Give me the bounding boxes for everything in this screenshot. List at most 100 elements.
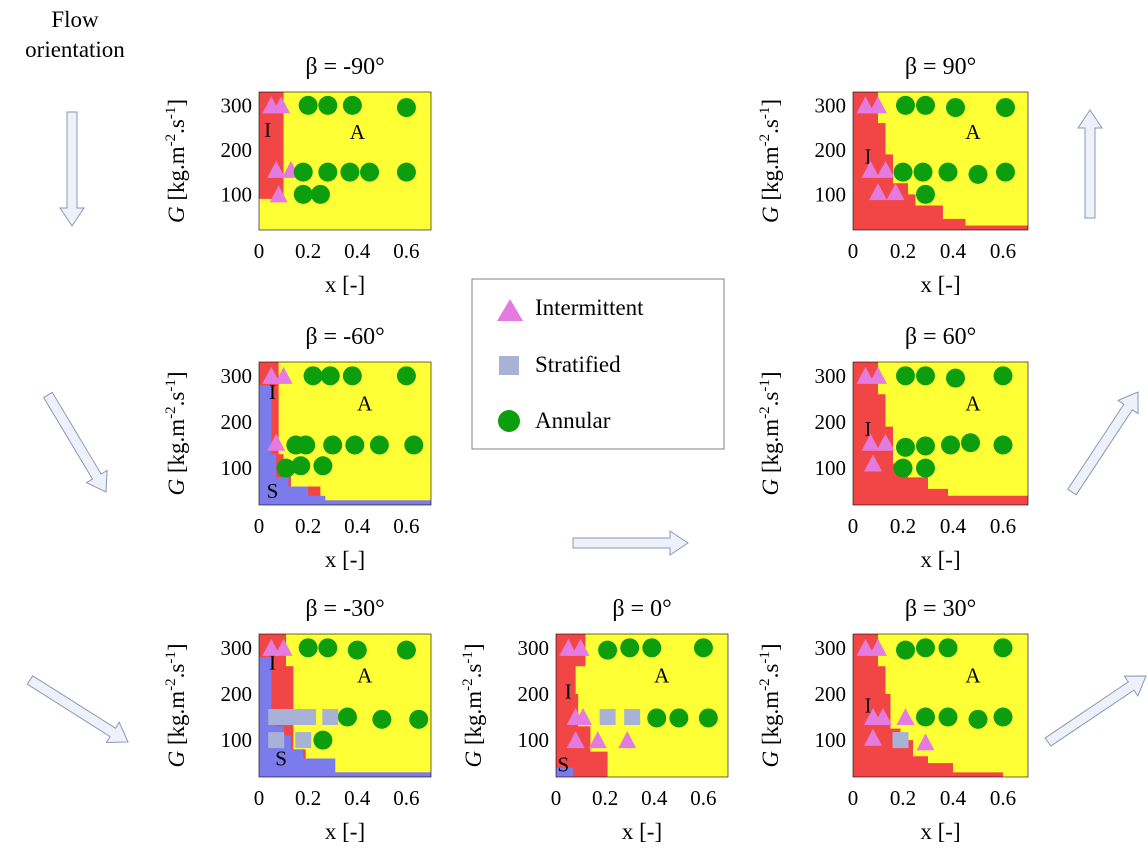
region-label-a: A [350,120,366,144]
y-tick-label: 300 [221,93,253,117]
flow-arrow-icon [1077,109,1103,219]
annular-point [896,95,915,115]
x-tick-label: 0 [254,514,265,538]
annular-point [298,95,318,115]
annular-point [996,98,1015,118]
y-tick-label: 200 [815,682,847,706]
intermittent-point [571,638,590,656]
intermittent-point [262,638,281,656]
annular-point [347,640,367,660]
stratified-point [285,709,302,726]
plot-frame [555,633,729,778]
region-label-i: I [865,145,872,169]
chart-panel-30: I A Sβ = -30° 0 0.2 0.4 0.6 100 200 300 x [-] G [kg… [163,596,432,844]
x-tick-label: 0.4 [940,786,967,810]
intermittent-point [896,708,915,726]
panel-title: β = -90° [305,54,384,80]
stratified-region [556,767,574,777]
annular-point [372,709,392,729]
panel-title: β = -60° [305,324,384,350]
x-tick-label: 0.2 [592,786,618,810]
annular-point [896,640,915,660]
intermittent-point [869,96,887,114]
flow-arrow-icon [26,675,129,744]
plot-frame [258,361,432,506]
annular-point [396,98,416,118]
annular-point [993,366,1013,386]
y-axis-label: G [kg.m-2.s-1] [757,371,783,495]
x-tick-label: 0.6 [990,514,1016,538]
annular-point [337,707,357,727]
flow-direction-arrows [26,109,1147,747]
annular-point [693,638,713,658]
annular-point [293,184,313,204]
intermittent-point [869,638,887,656]
intermittent-point [267,160,286,178]
annular-point [320,366,340,386]
annular-point [318,95,338,115]
annular-point [396,366,416,386]
annular-point [323,435,343,455]
x-axis-label: x [-] [325,272,365,297]
stratified-region [259,385,431,505]
intermittent-point [869,183,887,201]
annular-point [404,435,424,455]
annular-point [298,638,318,658]
stratified-point [300,709,317,726]
stratified-point [322,709,339,726]
y-tick-label: 300 [815,636,847,660]
y-tick-label: 100 [815,728,847,752]
annular-point [916,366,935,386]
x-tick-label: 0.4 [344,514,371,538]
y-tick-label: 100 [221,728,253,752]
x-tick-label: 0 [848,514,859,538]
region-label-i: I [865,694,872,718]
annular-point [318,638,338,658]
x-tick-label: 0 [254,786,265,810]
intermittent-point [916,733,935,751]
intermittent-point [574,708,593,726]
y-tick-label: 100 [518,728,550,752]
region-label-s: S [558,753,570,777]
annular-point [913,162,933,182]
y-tick-label: 100 [815,456,847,480]
x-tick-label: 0 [848,239,859,263]
annular-point [598,640,618,660]
stratified-point [892,732,909,749]
intermittent-point [566,731,585,749]
annular-point [340,162,360,182]
x-tick-label: 0.4 [940,514,967,538]
annular-point [916,638,935,658]
annular-point [993,435,1013,455]
x-axis-label: x [-] [920,272,960,297]
intermittent-point [856,96,875,114]
intermittent-point [856,366,875,384]
y-tick-label: 200 [221,682,253,706]
annular-point [938,162,958,182]
intermittent-point [274,638,293,656]
panel-title: β = 90° [905,54,976,80]
x-tick-label: 0.6 [393,786,419,810]
y-tick-label: 200 [815,138,847,162]
region-label-i: I [269,651,276,675]
annular-point [896,366,915,386]
chart-panel-60: I A Sβ = -60° 0 0.2 0.4 0.6 100 200 300 x [-] G [kg… [163,324,432,572]
y-tick-label: 300 [221,364,253,388]
legend-label-stratified: Stratified [535,352,621,377]
annular-point [893,162,913,182]
chart-panel-90: I Aβ = 90° 0 0.2 0.4 0.6 100 200 300 x [-] G [kg.m… [757,54,1029,297]
y-tick-label: 100 [815,182,847,206]
annular-point [313,730,333,750]
x-axis-label: x [-] [920,547,960,572]
region-label-i: I [264,118,271,142]
flow-arrow-icon [1067,391,1139,496]
x-tick-label: 0.2 [890,786,916,810]
intermittent-point [861,433,880,451]
y-tick-label: 200 [815,410,847,434]
intermittent-point [267,433,286,451]
annular-point [941,435,960,455]
y-tick-label: 200 [221,138,253,162]
y-axis-label: G [kg.m-2.s-1] [757,99,783,223]
y-tick-label: 300 [221,636,253,660]
region-label-a: A [965,664,981,688]
